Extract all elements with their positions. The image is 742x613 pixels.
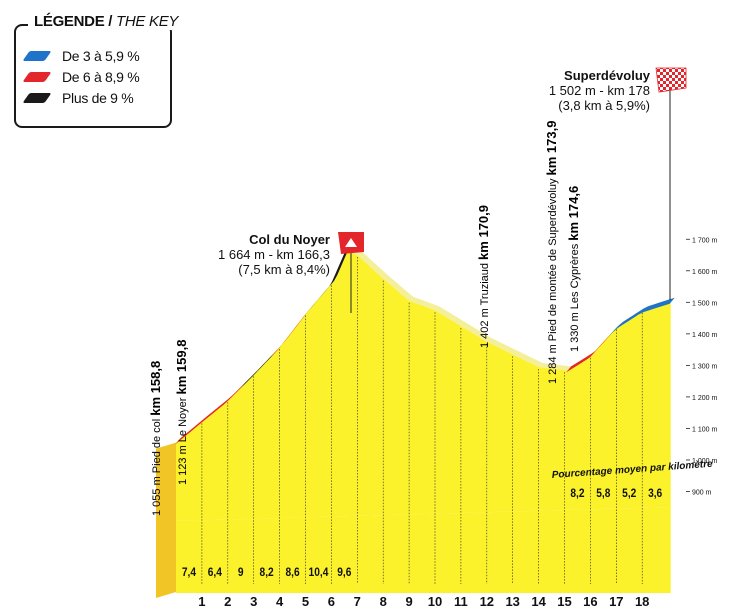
mountain-peak-icon <box>345 238 357 247</box>
legend-item-moderate: De 3 à 5,9 % <box>22 47 140 65</box>
gradient-road-segment <box>566 332 613 373</box>
gradient-label: 5,8 <box>596 487 610 500</box>
km-labels: 1 2 3 4 5 6 7 8 9 10 11 12 13 14 15 16 17 18 <box>198 594 649 609</box>
summit-label-col-du-noyer: Col du Noyer 1 664 m - km 166,3 (7,5 km … <box>200 232 330 277</box>
finish-flag-icon <box>655 67 687 93</box>
summit-label-superdevoluy: Superdévoluy 1 502 m - km 178 (3,8 km à … <box>520 68 650 113</box>
gradient-label: 9,6 <box>337 566 351 579</box>
gradient-label: 8,2 <box>570 487 584 500</box>
legend-title: LÉGENDE / THE KEY <box>28 13 185 30</box>
km-label: 4 <box>276 594 284 609</box>
km-label: 1 <box>198 594 205 609</box>
km-label: 8 <box>380 594 387 609</box>
km-label: 9 <box>405 594 412 609</box>
gradient-label: 8,2 <box>260 566 274 579</box>
waypoint-label: 1 402 m Truziaud km 170,9 <box>476 205 491 348</box>
gradient-label: 5,2 <box>622 487 636 500</box>
legend-item-steep: De 6 à 8,9 % <box>22 68 140 86</box>
km-label: 10 <box>428 594 442 609</box>
elevation-axis: 900 m 1 000 m 1 100 m 1 200 m 1 300 m 1 400 m… <box>686 237 717 497</box>
gradient-road-segment <box>270 306 313 358</box>
axis-tick-label: 900 m <box>692 490 712 497</box>
axis-tick-label: 1 400 m <box>692 332 717 339</box>
legend-title-en: THE KEY <box>116 13 179 30</box>
legend-title-fr: LÉGENDE <box>34 13 105 30</box>
profile-side-face <box>156 442 176 598</box>
gradient-road-segment <box>239 351 276 390</box>
km-gridlines <box>201 257 643 584</box>
profile-area <box>156 246 675 598</box>
gradient-label: 10,4 <box>309 566 330 579</box>
axis-tick-label: 1 300 m <box>692 363 717 370</box>
legend-label: Plus de 9 % <box>62 90 134 106</box>
km-label: 11 <box>454 594 468 609</box>
km-label: 7 <box>354 594 361 609</box>
gradient-label: 8,6 <box>285 566 299 579</box>
profile-base-band <box>176 507 671 593</box>
gradient-label: 7,4 <box>182 566 197 579</box>
waypoint-labels: 1 055 m Pied de col km 158,8 1 123 m Le … <box>148 121 581 516</box>
waypoint-label: 1 123 m Le Noyer km 159,8 <box>174 340 189 485</box>
summit-climb-stats: (7,5 km à 8,4%) <box>238 262 330 277</box>
km-label: 14 <box>531 594 546 609</box>
km-label: 3 <box>250 594 257 609</box>
km-label: 17 <box>609 594 623 609</box>
km-label: 15 <box>557 594 571 609</box>
axis-tick-label: 1 200 m <box>692 395 717 402</box>
gradient-road-segment <box>175 383 245 445</box>
summit-name: Superdévoluy <box>564 68 650 83</box>
km-label: 5 <box>302 594 309 609</box>
km-label: 18 <box>635 594 649 609</box>
gradient-label: 9 <box>238 566 244 579</box>
summit-flags <box>338 67 687 313</box>
gradient-label: 6,4 <box>208 566 223 579</box>
gradient-road-segment <box>607 297 675 339</box>
legend-title-separator: / <box>104 13 117 30</box>
km-label: 12 <box>480 594 494 609</box>
km-label: 13 <box>505 594 519 609</box>
summit-name: Col du Noyer <box>249 232 330 247</box>
gradient-label: 3,6 <box>648 487 662 500</box>
summit-altitude: 1 502 m - km 178 <box>548 83 650 98</box>
legend-label: De 6 à 8,9 % <box>62 69 140 85</box>
legend-item-very-steep: Plus de 9 % <box>22 89 134 107</box>
axis-tick-label: 1 000 m <box>692 458 717 465</box>
waypoint-label: 1 055 m Pied de col km 158,8 <box>148 361 163 516</box>
axis-tick-label: 1 500 m <box>692 300 717 307</box>
summit-altitude: 1 664 m - km 166,3 <box>218 247 330 262</box>
summit-climb-stats: (3,8 km à 5,9%) <box>558 98 650 113</box>
axis-tick-label: 1 100 m <box>692 426 717 433</box>
axis-tick-label: 1 700 m <box>692 237 717 244</box>
waypoint-label: 1 330 m Les Cyprères km 174,6 <box>566 186 581 352</box>
profile-area-fill <box>176 250 671 522</box>
legend-label: De 3 à 5,9 % <box>62 48 140 64</box>
axis-tick-label: 1 600 m <box>692 269 717 276</box>
gradient-labels: 7,4 6,4 9 8,2 8,6 10,4 9,6 8,2 5,8 5,2 3,6 <box>182 487 662 579</box>
km-label: 16 <box>583 594 597 609</box>
km-label: 6 <box>328 594 335 609</box>
km-label: 2 <box>224 594 231 609</box>
waypoint-label: 1 284 m Pied de montée de Superdévoluy k… <box>544 121 559 384</box>
